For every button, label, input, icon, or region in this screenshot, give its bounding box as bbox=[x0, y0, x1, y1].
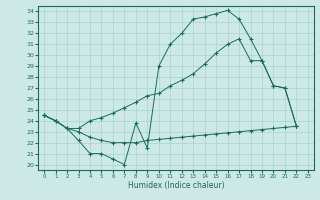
X-axis label: Humidex (Indice chaleur): Humidex (Indice chaleur) bbox=[128, 181, 224, 190]
